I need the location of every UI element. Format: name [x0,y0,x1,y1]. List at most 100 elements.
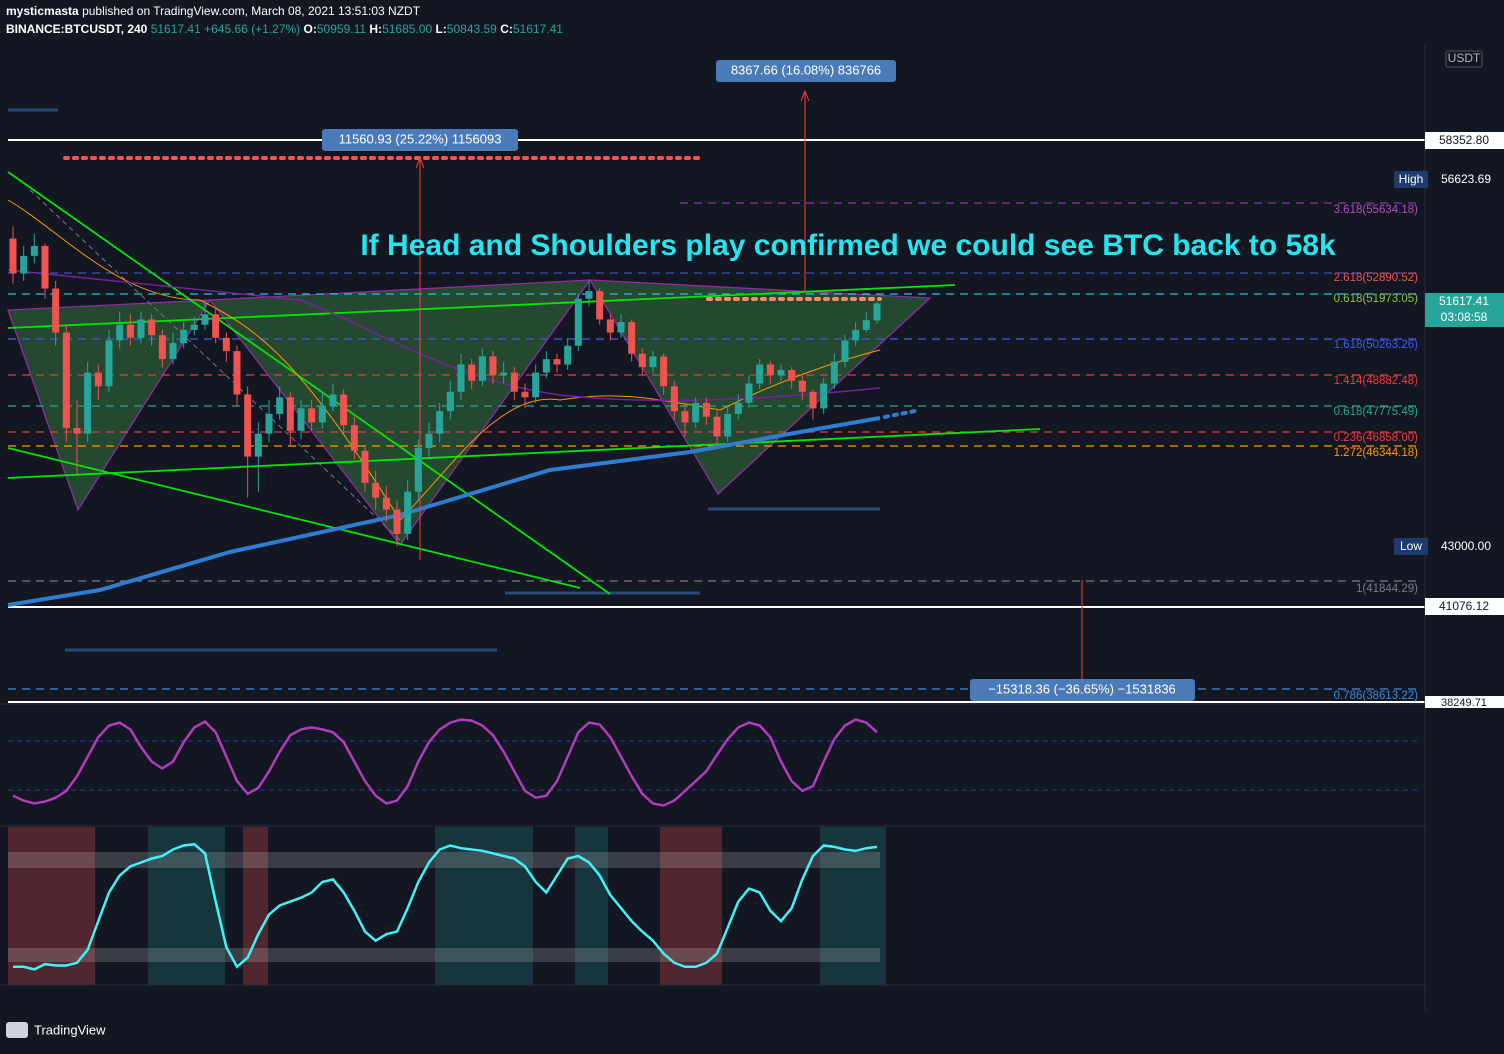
fib-label: 1.272(46344.18) [1334,447,1419,459]
low-value-box [1428,538,1504,555]
candle-body [745,383,753,403]
indicator-line [13,842,878,971]
ohlc-label: L: [435,22,446,36]
candle-body [478,356,486,381]
candle-body [308,408,316,423]
fib-label: 2.618(52890.52) [1334,272,1419,284]
level-label: 38249.71 [1441,697,1487,709]
low-value: 43000.00 [1441,539,1491,553]
measure-label: 8367.66 (16.08%) 836766 [731,62,881,77]
fib-label: 0.236(46858.00) [1334,432,1419,444]
last-price: 51617.41 [1439,294,1489,308]
measure-box [322,129,518,151]
candle-body [393,509,401,534]
candle-body [564,345,572,365]
low-box [1394,538,1428,555]
candle-body [329,394,337,406]
candle-body [500,372,508,376]
candle-body [798,380,806,392]
shade [435,827,533,985]
candle-body [425,433,433,448]
candle-body [20,255,28,274]
candle-body [585,291,593,299]
candle-body [606,319,614,333]
candle-body [553,359,561,365]
candle-body [244,394,252,457]
candle-body [137,319,145,338]
shade [820,827,886,985]
ohlc-label: H: [369,22,382,36]
author: mysticmasta [6,4,79,18]
headline: If Head and Shoulders play confirmed we … [360,229,1336,262]
candle-body [596,291,604,320]
high-value-box [1428,171,1504,188]
candle-body [468,364,476,381]
measure-arrows [415,89,1083,680]
low-label: Low [1400,539,1422,553]
candle-body [212,314,220,338]
price: 51617.41 [151,22,201,36]
header-line: mysticmasta published on TradingView.com… [6,4,421,18]
candle-body [510,372,518,392]
trendline [7,284,956,329]
candle-body [233,351,241,395]
candle-body [702,402,710,417]
countdown: 03:08:58 [1441,310,1488,324]
candle-body [297,408,305,431]
candle-body [350,425,358,451]
level-label: 58352.80 [1439,133,1489,147]
fib-label: 3.618(55634.18) [1334,204,1419,216]
candle-body [436,411,444,434]
candle-body [84,372,92,434]
candle-body [670,386,678,412]
candle-body [873,303,881,321]
candle-body [820,383,828,409]
level-box [1425,132,1504,149]
candle-body [105,340,113,387]
candle-body [382,497,390,510]
candle-body [649,356,657,368]
candle-body [532,372,540,398]
candle-body [830,361,838,384]
candle-body [62,332,70,428]
candle-body [169,343,177,360]
head-shoulders-pattern [7,278,932,547]
trendline [7,447,581,589]
measure-box [970,679,1195,701]
level-box [1425,696,1504,708]
candle-body [340,394,348,426]
ohlc-label: O: [304,22,317,36]
brand: TradingView [34,1022,106,1037]
arrow-head [415,156,425,169]
candle-body [222,337,230,352]
candle-body [404,491,412,534]
moving-average [7,199,881,521]
candle-body [190,324,198,330]
candle-body [638,353,646,368]
level-box [1425,598,1504,615]
candle-body [148,319,156,336]
trendline [7,171,611,595]
candle-body [713,416,721,437]
high-label: High [1399,172,1424,186]
logo [6,1022,28,1038]
diagonal [29,189,401,541]
currency-box [1445,50,1483,68]
candle-body [777,369,785,376]
candle-body [414,447,422,492]
candle-body [158,335,166,360]
band [8,948,880,962]
candle-body [841,340,849,362]
candle-body [862,320,870,330]
candle-body [446,391,454,412]
shade [148,827,225,985]
candle-body [372,482,380,498]
candle-body [30,245,38,256]
ohlc-value: 50959.11 [317,22,366,36]
candle-body [692,402,700,423]
arrow-head [800,89,810,102]
candle-body [41,245,49,289]
marks-layer [9,226,881,971]
moving-average [7,416,881,607]
